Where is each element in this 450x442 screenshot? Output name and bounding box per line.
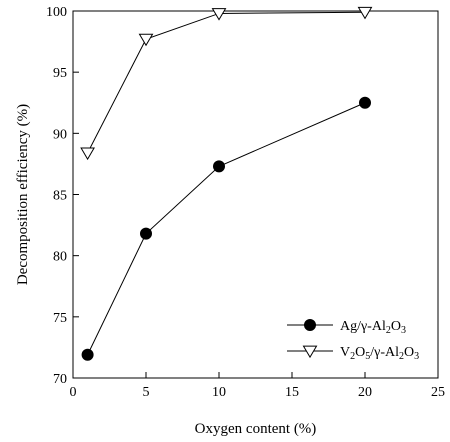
- legend-label-part: O: [391, 319, 401, 334]
- series-1-point-1: [138, 33, 154, 47]
- series-1-point-0: [80, 147, 95, 161]
- legend-label-part: 3: [401, 325, 406, 336]
- series-0-point-3: [359, 96, 371, 109]
- legend-label-part: O: [404, 345, 414, 360]
- y-tick-label-3: 85: [53, 189, 67, 204]
- series-line-0: [87, 102, 366, 355]
- series-line-1: [87, 11, 366, 154]
- x-tick-label-5: 25: [431, 385, 445, 400]
- series-0: [81, 96, 371, 361]
- legend-label-part: 2: [399, 351, 404, 362]
- x-tick-label-2: 10: [212, 385, 226, 400]
- x-tick-label-1: 5: [143, 385, 150, 400]
- legend-label-0: Ag/γ-Al2O3: [340, 319, 406, 336]
- legend-label-part: 3: [414, 351, 419, 362]
- series-1-point-3: [357, 6, 373, 20]
- legend-label-part: /γ-Al: [370, 345, 399, 360]
- legend-label-part: 5: [365, 351, 370, 362]
- series-0-point-2: [213, 160, 225, 173]
- legend-marker-1: [302, 345, 318, 359]
- legend-label-part: V: [340, 345, 350, 360]
- series-0-point-0: [81, 348, 94, 361]
- y-tick-label-6: 100: [46, 5, 67, 20]
- series-1-point-2: [211, 8, 227, 21]
- legend-label-part: O: [355, 345, 365, 360]
- series-1: [80, 6, 373, 161]
- y-tick-label-1: 75: [53, 311, 67, 326]
- legend-marker-0: [304, 319, 316, 331]
- series-group: [80, 6, 373, 361]
- y-tick-label-5: 95: [53, 66, 67, 81]
- series-0-point-1: [140, 227, 152, 240]
- x-tick-label-4: 20: [358, 385, 372, 400]
- legend-label-1: V2O5/γ-Al2O3: [340, 345, 419, 362]
- y-axis-label: Decomposition efficiency (%): [15, 104, 31, 285]
- x-tick-label-3: 15: [285, 385, 299, 400]
- y-tick-label-2: 80: [53, 250, 67, 265]
- legend-label-part: 2: [350, 351, 355, 362]
- x-axis-label: Oxygen content (%): [195, 421, 317, 437]
- legend-label-part: 2: [386, 325, 391, 336]
- x-tick-label-0: 0: [70, 385, 77, 400]
- y-tick-label-4: 90: [53, 127, 67, 142]
- y-tick-label-0: 70: [53, 372, 67, 387]
- legend-label-part: Ag/γ-Al: [340, 319, 386, 334]
